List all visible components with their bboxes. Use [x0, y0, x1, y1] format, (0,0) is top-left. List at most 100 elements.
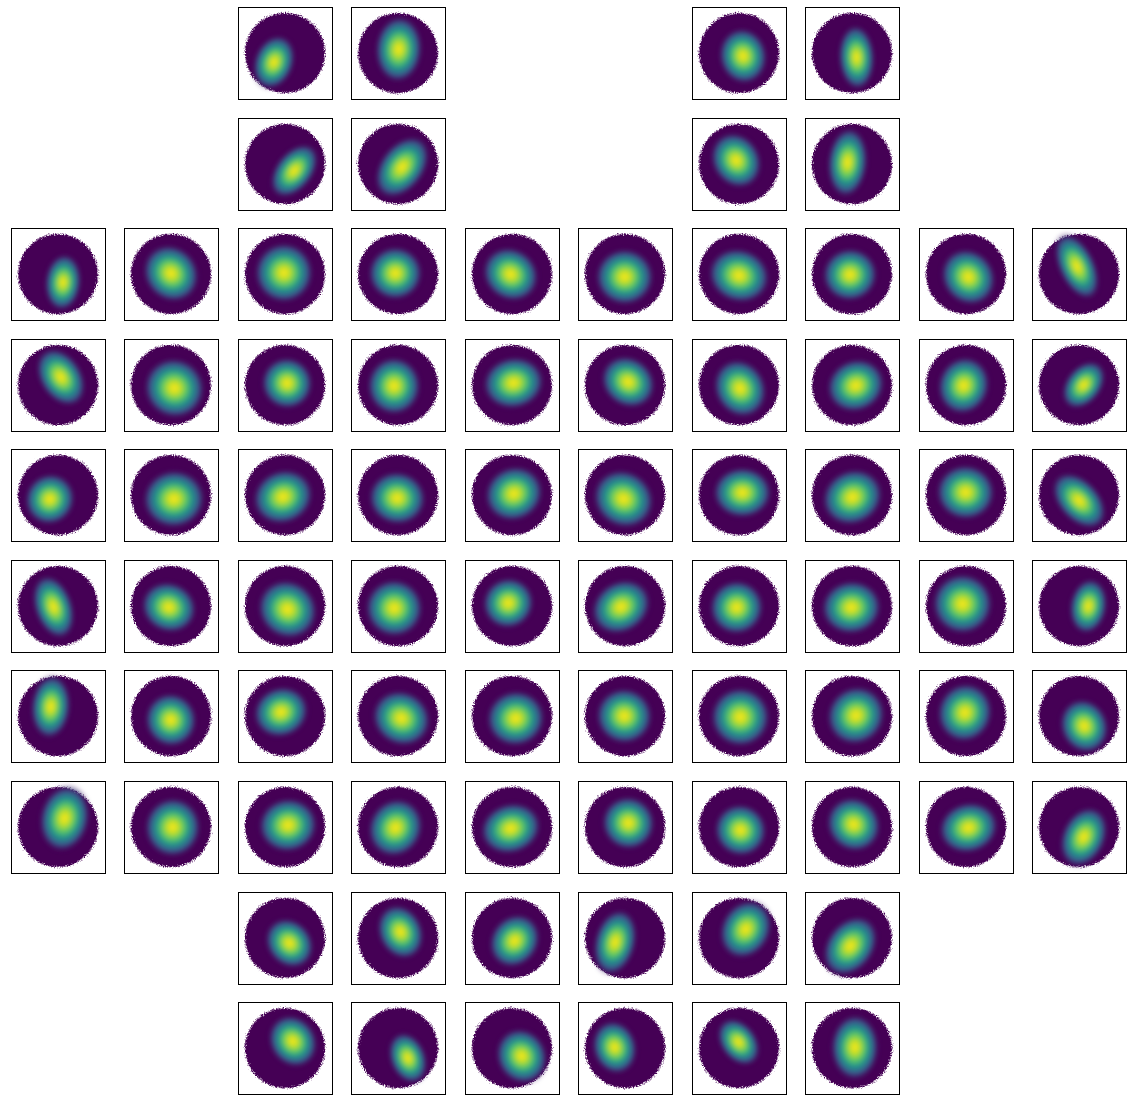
panel: [11, 670, 106, 763]
density-blob: [592, 469, 655, 529]
panel-frame: [692, 892, 787, 985]
panel-frame: [124, 339, 219, 432]
panel: [124, 228, 219, 321]
density-blob: [712, 466, 773, 519]
density-blob: [364, 578, 424, 638]
panel: [1032, 781, 1127, 874]
panel: [919, 560, 1014, 653]
panel: [805, 228, 900, 321]
density-blob: [1051, 472, 1107, 530]
panel-frame: [351, 118, 446, 211]
panel-frame: [124, 560, 219, 653]
density-blob: [371, 689, 432, 747]
panel-frame: [465, 228, 560, 321]
density-blob: [479, 802, 542, 855]
density-blob: [260, 356, 314, 410]
panel-frame: [238, 670, 333, 763]
panel: [465, 228, 560, 321]
panel: [124, 781, 219, 874]
panel-frame: [578, 339, 673, 432]
panel-frame: [805, 228, 900, 321]
density-blob: [38, 784, 91, 852]
panel: [11, 781, 106, 874]
panel: [578, 670, 673, 763]
panel-frame: [465, 339, 560, 432]
panel: [919, 449, 1014, 542]
density-blob: [838, 24, 876, 91]
panel: [805, 118, 900, 211]
panel-frame: [11, 781, 106, 874]
density-blob: [485, 689, 546, 747]
panel: [351, 339, 446, 432]
panel-frame: [692, 560, 787, 653]
density-blob: [592, 908, 638, 976]
panel: [805, 781, 900, 874]
density-blob: [140, 581, 197, 634]
panel-frame: [578, 449, 673, 542]
panel: [124, 449, 219, 542]
panel: [692, 339, 787, 432]
panel-frame: [578, 781, 673, 874]
panel: [919, 781, 1014, 874]
density-blob: [710, 132, 763, 189]
panel: [351, 118, 446, 211]
panel: [1032, 228, 1127, 321]
density-blob: [264, 917, 315, 969]
density-blob: [709, 579, 765, 636]
density-blob: [712, 358, 768, 418]
density-blob: [495, 1027, 549, 1085]
panel-frame: [238, 1002, 333, 1095]
panel: [465, 339, 560, 432]
density-blob: [482, 356, 545, 410]
panel: [238, 228, 333, 321]
panel-frame: [11, 670, 106, 763]
panel: [805, 670, 900, 763]
density-blob: [376, 904, 425, 960]
density-blob: [716, 1018, 761, 1066]
panel: [692, 449, 787, 542]
density-blob: [825, 796, 882, 853]
density-blob: [367, 797, 424, 858]
panel: [692, 560, 787, 653]
panel-frame: [465, 781, 560, 874]
density-blob: [35, 347, 86, 407]
density-blob: [595, 687, 654, 745]
panel: [465, 1002, 560, 1095]
panel: [692, 1002, 787, 1095]
density-blob: [253, 242, 314, 304]
panel: [578, 892, 673, 985]
density-blob: [830, 1014, 880, 1081]
panel-frame: [919, 228, 1014, 321]
panel-frame: [238, 118, 333, 211]
density-blob: [32, 574, 76, 640]
density-blob: [821, 247, 879, 302]
density-blob: [142, 469, 206, 529]
panel: [238, 118, 333, 211]
density-blob: [257, 797, 319, 853]
panel-frame: [1032, 449, 1127, 542]
panel-frame: [919, 560, 1014, 653]
panel: [692, 228, 787, 321]
density-blob: [482, 577, 535, 630]
panel-frame: [11, 339, 106, 432]
panel-frame: [692, 118, 787, 211]
panel: [1032, 339, 1127, 432]
panel-frame: [1032, 560, 1127, 653]
panel-frame: [11, 449, 106, 542]
panel: [578, 560, 673, 653]
panel-frame: [578, 892, 673, 985]
panel-frame: [805, 1002, 900, 1095]
panel: [805, 339, 900, 432]
panel: [351, 892, 446, 985]
density-blob: [827, 127, 869, 198]
density-blob: [822, 915, 879, 977]
panel-frame: [919, 670, 1014, 763]
panel: [351, 1002, 446, 1095]
panel: [919, 670, 1014, 763]
panel: [465, 892, 560, 985]
panel: [11, 339, 106, 432]
density-blob: [252, 468, 314, 525]
panel: [692, 892, 787, 985]
panel-frame: [578, 1002, 673, 1095]
panel-frame: [578, 670, 673, 763]
